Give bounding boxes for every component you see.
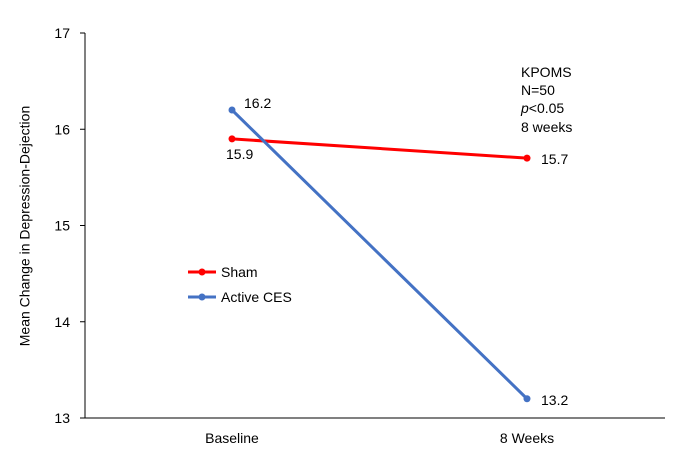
series-points	[228, 106, 531, 403]
data-labels: 15.9 15.7 16.2 13.2	[226, 95, 568, 408]
y-tick-label: 13	[54, 410, 70, 426]
data-point-active-ces	[523, 395, 531, 403]
data-label-active-ces: 16.2	[244, 95, 271, 111]
legend-label-sham: Sham	[221, 264, 258, 280]
annotation-n: N=50	[521, 82, 555, 98]
annotation-p-value: p<0.05	[520, 100, 564, 116]
y-tick-marks	[80, 32, 85, 419]
y-tick-label: 14	[54, 314, 70, 330]
annotation-scale: KPOMS	[521, 64, 572, 80]
series-line-sham	[231, 137, 528, 160]
annotation-box: KPOMS N=50 p<0.05 8 weeks	[520, 64, 572, 135]
y-tick-label: 16	[54, 121, 70, 137]
legend-marker-sham	[198, 268, 206, 276]
x-tick-label: 8 Weeks	[500, 430, 554, 446]
annotation-p-threshold: <0.05	[529, 100, 565, 116]
data-point-active-ces	[228, 106, 236, 114]
data-label-sham: 15.7	[541, 151, 568, 167]
x-tick-label: Baseline	[205, 430, 259, 446]
annotation-duration: 8 weeks	[521, 119, 572, 135]
series-lines	[230, 108, 529, 400]
annotation-p-symbol: p	[520, 100, 529, 116]
legend-marker-active-ces	[198, 293, 206, 301]
y-axis-title: Mean Change in Depression-Dejection	[17, 106, 33, 346]
data-point-sham	[228, 135, 236, 143]
y-tick-label: 17	[54, 25, 70, 41]
data-label-active-ces: 13.2	[541, 392, 568, 408]
legend: Sham Active CES	[188, 264, 292, 305]
data-point-sham	[523, 154, 531, 162]
series-line-active-ces	[230, 108, 529, 400]
legend-label-active-ces: Active CES	[221, 289, 292, 305]
y-tick-label: 15	[54, 218, 70, 234]
x-tick-labels: Baseline 8 Weeks	[205, 430, 554, 446]
y-tick-labels: 13 14 15 16 17	[54, 25, 70, 426]
data-label-sham: 15.9	[226, 146, 253, 162]
